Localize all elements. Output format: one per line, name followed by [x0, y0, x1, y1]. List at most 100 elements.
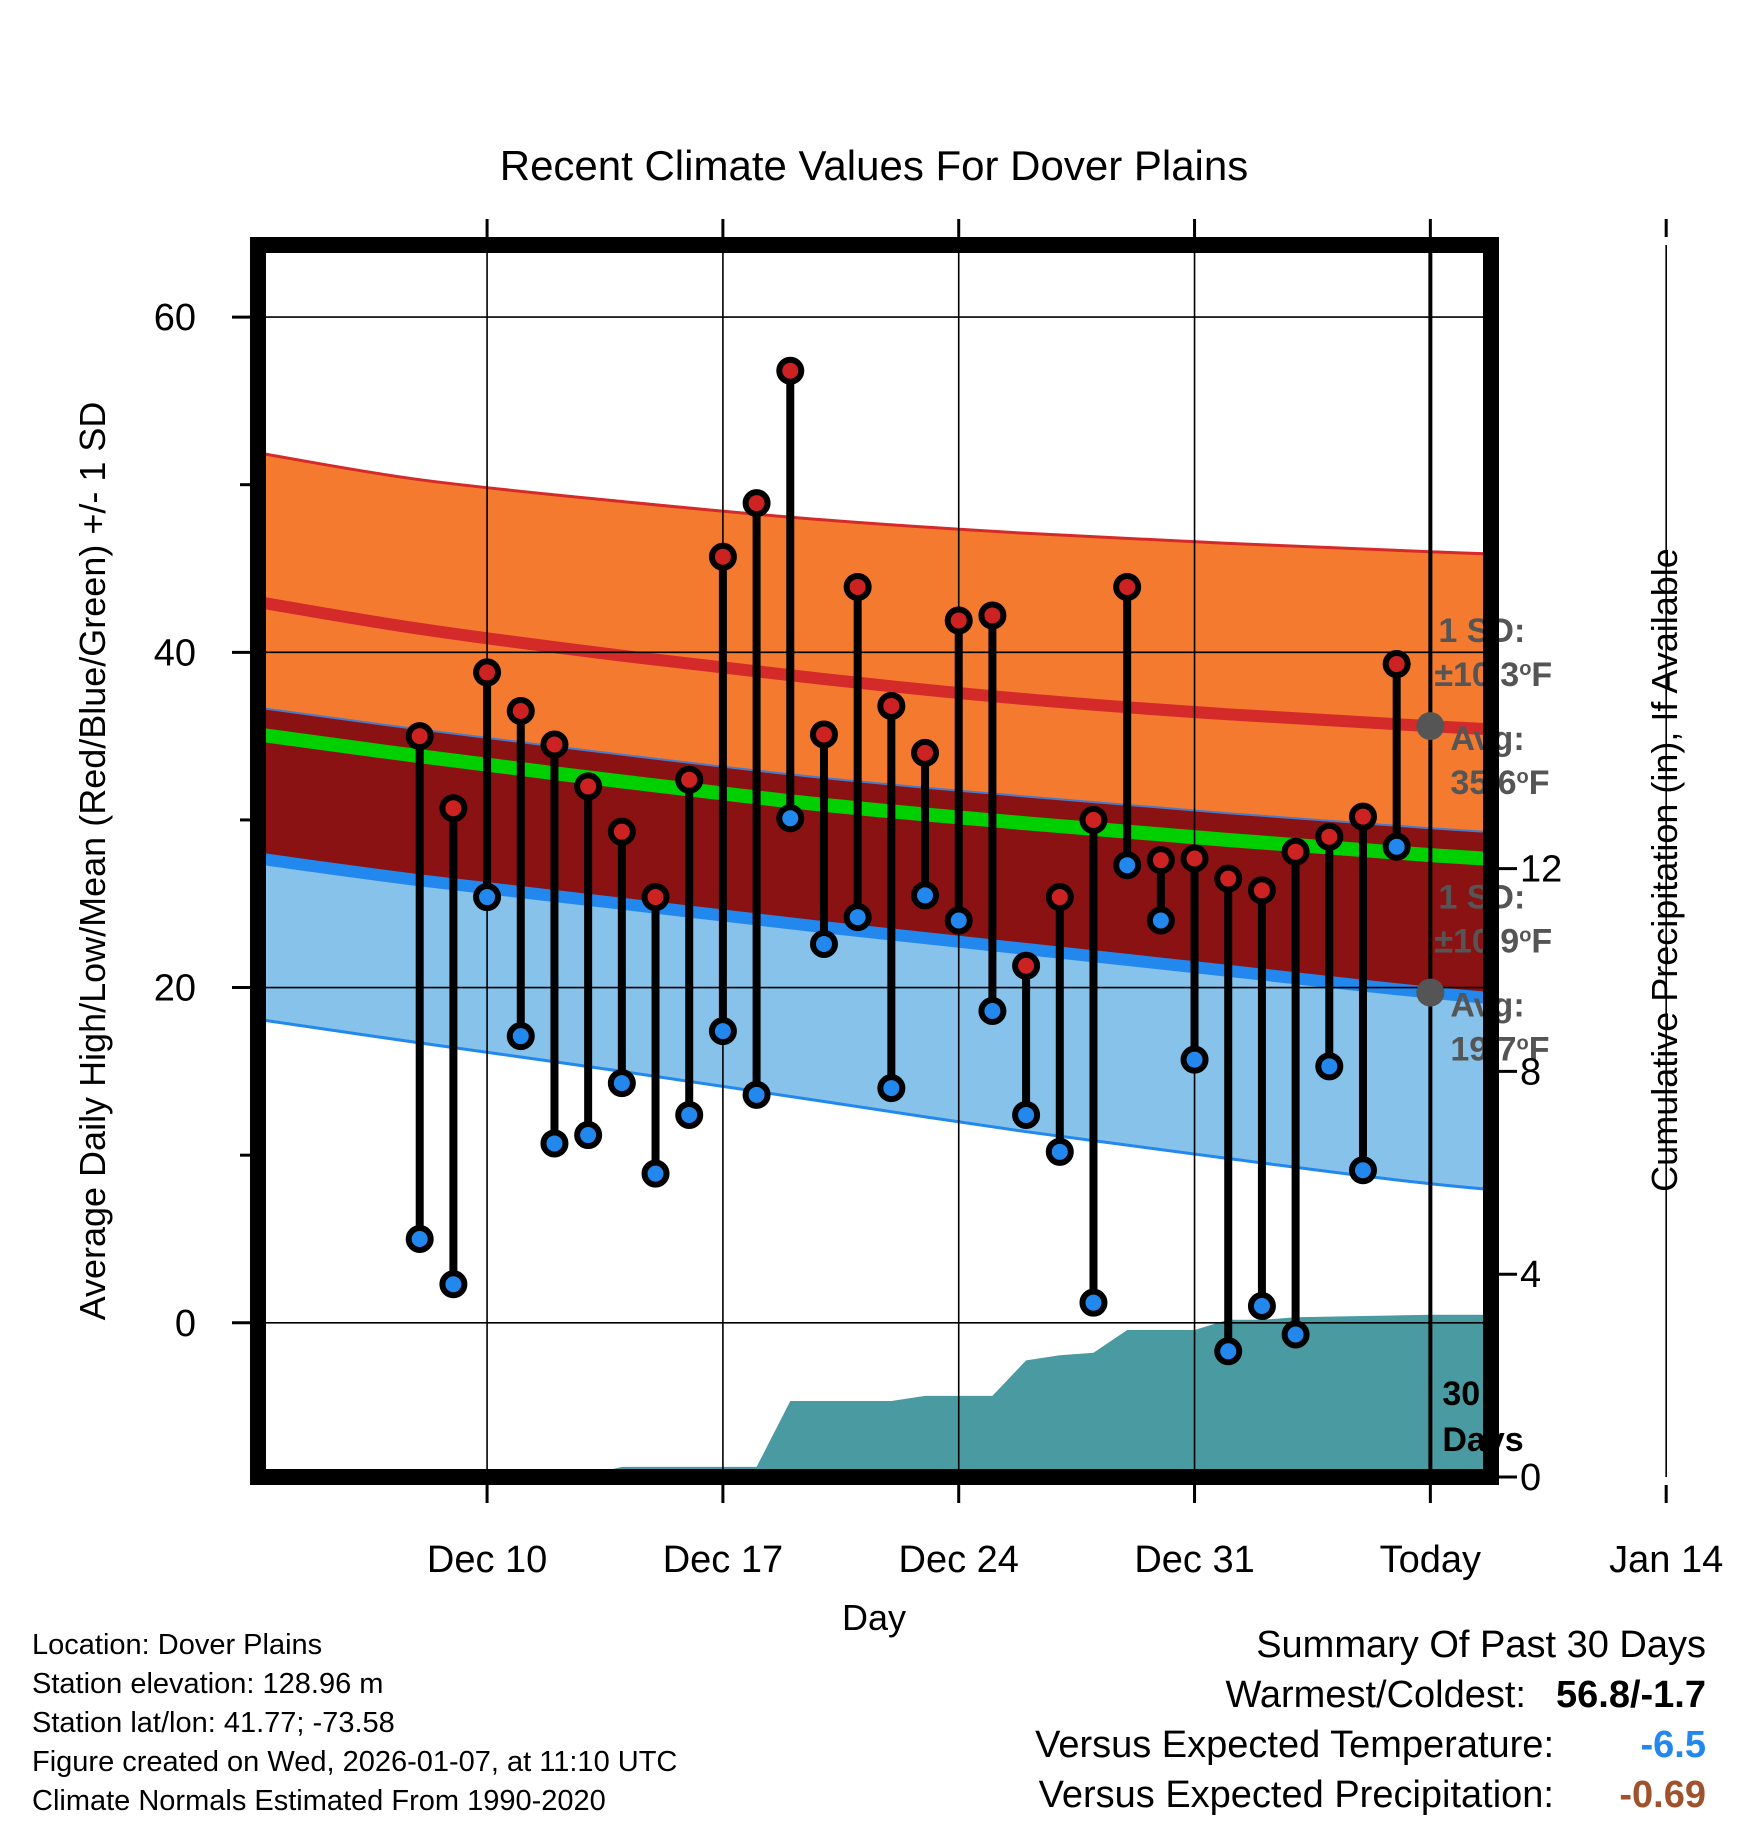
low-temp-point [1180, 1045, 1209, 1074]
daily-stems [415, 370, 1401, 1352]
created-line: Figure created on Wed, 2026-01-07, at 11… [32, 1746, 678, 1778]
summary-panel: Summary Of Past 30 Days Warmest/Coldest:… [1035, 1620, 1706, 1820]
low-temp-point [405, 1224, 434, 1253]
low-temp-point [877, 1074, 906, 1103]
location-line: Location: Dover Plains [32, 1629, 323, 1661]
high-temp-point [1012, 951, 1041, 980]
normal-low-line [258, 852, 1491, 1005]
daily-points [405, 356, 1411, 1366]
low-avg-marker [1416, 978, 1445, 1007]
warmest-label: Warmest/Coldest: [1225, 1674, 1526, 1716]
precip-label: Versus Expected Precipitation: [1038, 1774, 1554, 1816]
elevation-line: Station elevation: 128.96 m [32, 1668, 384, 1700]
high-temp-point [809, 720, 838, 749]
low-temp-point [473, 883, 502, 912]
low-temp-point [506, 1022, 535, 1051]
high-temp-point [978, 601, 1007, 630]
low-sd-band [258, 858, 1491, 1190]
low-temp-point [675, 1100, 704, 1129]
low-temp-point [574, 1121, 603, 1150]
mean-band-edge [258, 706, 1491, 834]
low-temp-point [944, 906, 973, 935]
low-temp-point [708, 1017, 737, 1046]
low-temp-point [1348, 1156, 1377, 1185]
low-sd-title: 1 SD: [1438, 879, 1525, 917]
temp-value: -6.5 [1640, 1724, 1706, 1766]
y2-tick-label: 0 [1520, 1457, 1541, 1499]
y2-tick-label: 12 [1520, 849, 1562, 891]
high-sd-title: 1 SD: [1438, 612, 1525, 650]
high-temp-point [1214, 864, 1243, 893]
high-temp-point [877, 691, 906, 720]
normal-high-line [258, 596, 1491, 736]
high-temp-point [1382, 650, 1411, 679]
summary-warmest-row: Warmest/Coldest: 56.8/-1.7 [1035, 1670, 1706, 1720]
low-temp-point [1012, 1100, 1041, 1129]
warmest-value: 56.8/-1.7 [1556, 1674, 1706, 1716]
station-metadata: Location: Dover Plains Station elevation… [32, 1626, 677, 1821]
low-temp-point [1382, 832, 1411, 861]
high-upper-edge [258, 451, 1491, 556]
low-temp-point [843, 903, 872, 932]
low-temp-point [1045, 1137, 1074, 1166]
high-temp-point [675, 765, 704, 794]
low-temp-point [1146, 906, 1175, 935]
high-temp-point [1315, 822, 1344, 851]
precip-value: -0.69 [1619, 1774, 1706, 1816]
low-temp-point [1281, 1320, 1310, 1349]
precip-area-fill [258, 1314, 1491, 1477]
low-temp-point [607, 1069, 636, 1098]
high-temp-point [540, 730, 569, 759]
low-lower-edge [258, 1017, 1491, 1192]
low-temp-point [540, 1129, 569, 1158]
y-tick-label: 0 [175, 1303, 196, 1345]
y2-tick-label: 4 [1520, 1254, 1541, 1296]
high-temp-point [1146, 846, 1175, 875]
high-temp-point [1281, 837, 1310, 866]
y2-axis-label: Cumulative Precipitation (in), If Availa… [1644, 548, 1685, 1192]
high-temp-point [439, 794, 468, 823]
high-temp-point [843, 572, 872, 601]
y-tick-label: 20 [154, 968, 196, 1010]
y-axis-label: Average Daily High/Low/Mean (Red/Blue/Gr… [72, 402, 113, 1321]
high-temp-point [574, 772, 603, 801]
high-avg-marker [1416, 712, 1445, 741]
today-days-count: 30 [1442, 1375, 1480, 1413]
high-temp-point [742, 489, 771, 518]
summary-title: Summary Of Past 30 Days [1256, 1624, 1706, 1666]
summary-precip-row: Versus Expected Precipitation: -0.69 [1035, 1770, 1706, 1820]
high-temp-point [641, 883, 670, 912]
high-temp-point [1079, 805, 1108, 834]
latlon-line: Station lat/lon: 41.77; -73.58 [32, 1707, 395, 1739]
x-tick-label: Dec 17 [663, 1539, 783, 1581]
low-temp-point [1113, 851, 1142, 880]
high-temp-point [506, 696, 535, 725]
high-temp-point [405, 722, 434, 751]
high-temp-point [473, 658, 502, 687]
low-temp-point [911, 881, 940, 910]
high-temp-point [1045, 883, 1074, 912]
low-temp-point [439, 1270, 468, 1299]
precip-area [258, 1314, 1491, 1477]
high-temp-point [1113, 572, 1142, 601]
high-temp-point [1247, 876, 1276, 905]
high-temp-point [607, 817, 636, 846]
high-temp-point [776, 356, 805, 385]
y2-tick-label: 8 [1520, 1051, 1541, 1093]
high-temp-point [1348, 802, 1377, 831]
low-temp-point [1247, 1292, 1276, 1321]
low-temp-point [776, 804, 805, 833]
high-avg-value: 35.6oF [1450, 764, 1549, 802]
x-tick-label: Today [1380, 1539, 1481, 1581]
low-temp-point [1315, 1052, 1344, 1081]
low-temp-point [742, 1080, 771, 1109]
x-tick-label: Dec 10 [427, 1539, 547, 1581]
chart-title: Recent Climate Values For Dover Plains [500, 142, 1249, 189]
high-temp-point [708, 542, 737, 571]
high-temp-point [944, 606, 973, 635]
low-temp-point [1214, 1337, 1243, 1366]
axes: Dec 10 Dec 17 Dec 24 Dec 31 Today Jan 1402040… [154, 219, 1723, 1581]
high-temp-point [911, 738, 940, 767]
normals-bands [258, 451, 1491, 1192]
y-tick-label: 40 [154, 632, 196, 674]
